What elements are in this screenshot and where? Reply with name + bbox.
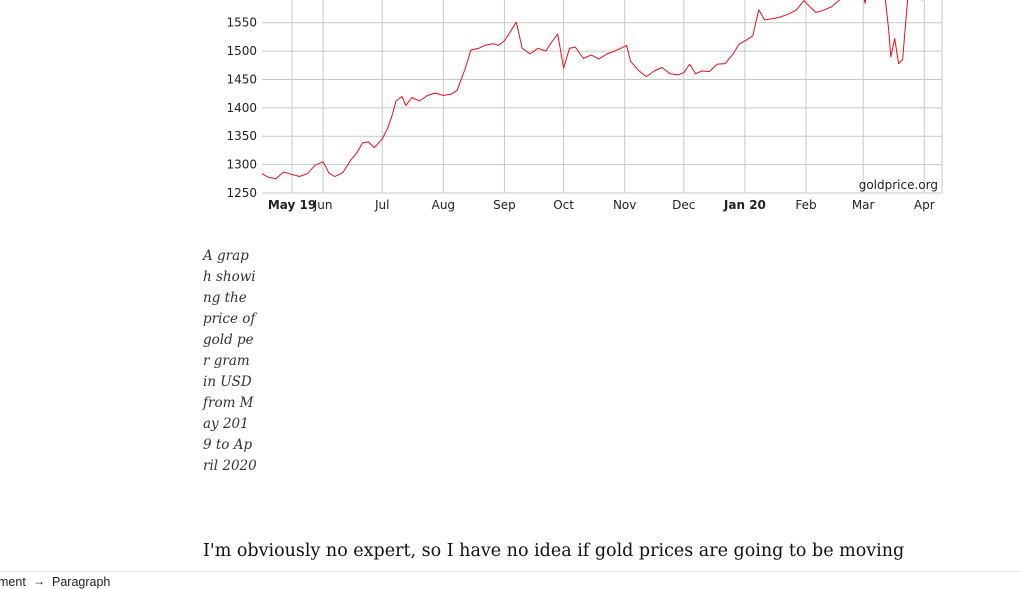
x-tick-label: Dec bbox=[672, 198, 695, 212]
x-tick-label: Oct bbox=[553, 198, 574, 212]
breadcrumb-arrow-icon: → bbox=[33, 574, 45, 588]
x-tick-label: Apr bbox=[914, 198, 935, 212]
x-tick-label: Sep bbox=[493, 198, 516, 212]
y-tick-label: 1500 bbox=[226, 44, 257, 58]
goldprice-watermark: goldprice.org bbox=[859, 178, 938, 192]
breadcrumb-document[interactable]: ment bbox=[0, 575, 26, 589]
y-tick-label: 1550 bbox=[226, 16, 257, 30]
figure-caption: A graph showing the price of gold per gr… bbox=[203, 248, 257, 474]
y-tick-label: 1250 bbox=[226, 186, 257, 200]
price-series-line bbox=[261, 0, 923, 180]
x-tick-label: May 19 bbox=[268, 198, 316, 212]
editor-statusbar: ment → Paragraph bbox=[0, 571, 1020, 589]
x-tick-label: Jan 20 bbox=[723, 198, 766, 212]
breadcrumb-paragraph[interactable]: Paragraph bbox=[52, 575, 111, 589]
x-tick-label: Aug bbox=[432, 198, 455, 212]
chart-grid bbox=[262, 0, 943, 194]
y-tick-label: 1350 bbox=[226, 129, 257, 143]
x-tick-label: Mar bbox=[852, 198, 875, 212]
y-tick-label: 1450 bbox=[226, 72, 257, 86]
x-tick-label: Jun bbox=[313, 198, 333, 212]
y-tick-label: 1400 bbox=[226, 101, 257, 115]
x-tick-label: Feb bbox=[795, 198, 816, 212]
x-tick-label: Jul bbox=[374, 198, 389, 212]
x-tick-label: Nov bbox=[613, 198, 636, 212]
y-tick-label: 1300 bbox=[226, 158, 257, 172]
article-paragraph: I'm obviously no expert, so I have no id… bbox=[203, 541, 905, 561]
y-axis: 1550 1500 1450 1400 1350 1300 1250 bbox=[226, 16, 257, 200]
